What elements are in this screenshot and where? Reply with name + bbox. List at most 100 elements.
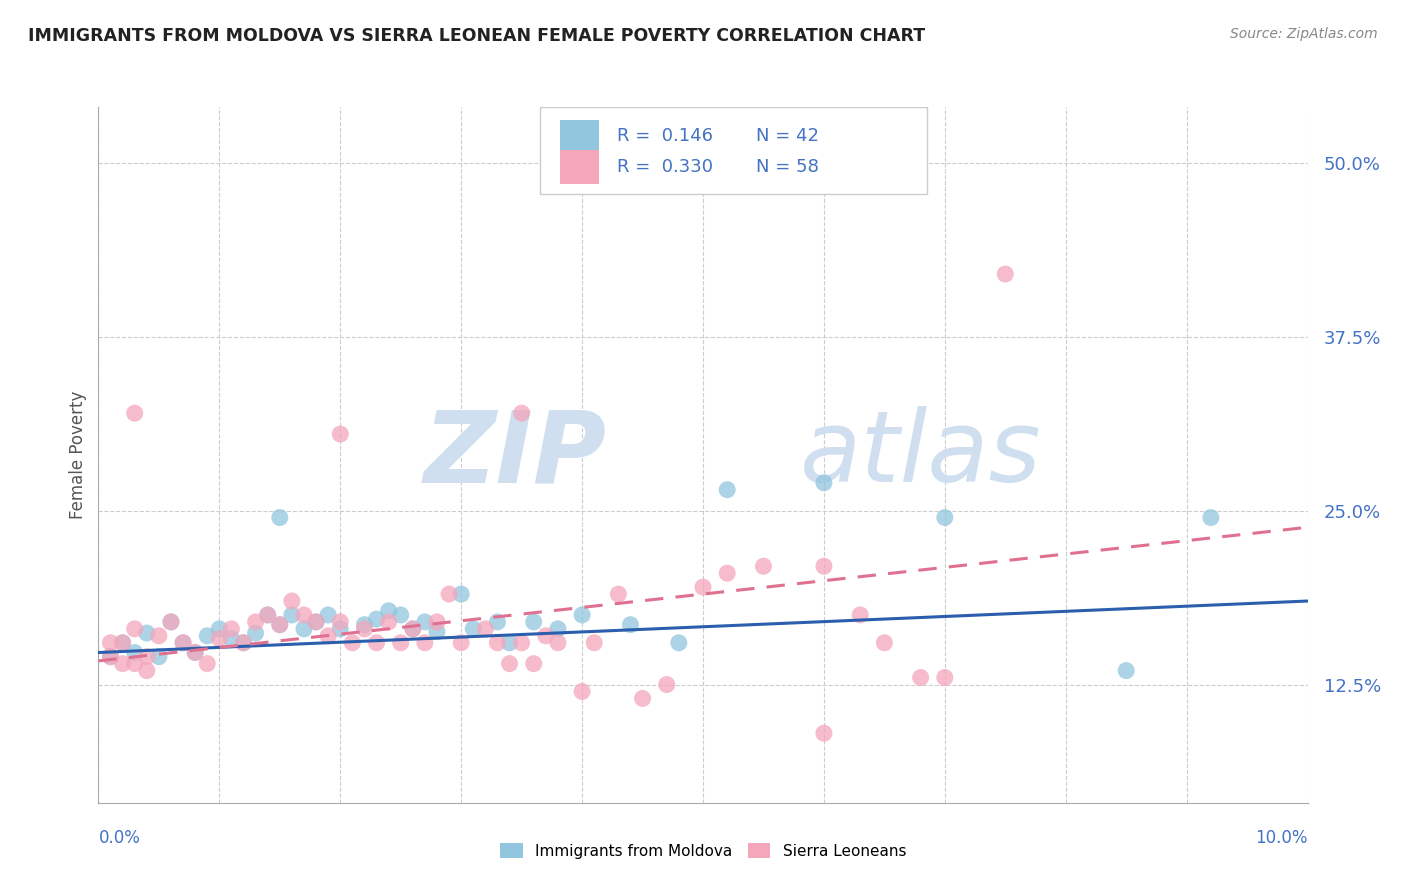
Point bbox=[437, 587, 460, 601]
Point bbox=[111, 636, 134, 650]
Point bbox=[752, 559, 775, 574]
Point bbox=[124, 622, 146, 636]
Point bbox=[571, 607, 593, 622]
Point bbox=[232, 636, 254, 650]
Point bbox=[111, 636, 134, 650]
Point bbox=[426, 615, 449, 629]
Point bbox=[377, 604, 399, 618]
Point bbox=[377, 615, 399, 629]
Point bbox=[486, 615, 509, 629]
Point bbox=[292, 607, 315, 622]
Point bbox=[389, 636, 412, 650]
Point bbox=[292, 622, 315, 636]
Point bbox=[232, 636, 254, 650]
Point bbox=[1199, 510, 1222, 524]
Point bbox=[534, 629, 557, 643]
Point bbox=[281, 607, 304, 622]
Point bbox=[221, 632, 243, 646]
Text: 10.0%: 10.0% bbox=[1256, 829, 1308, 847]
Text: 0.0%: 0.0% bbox=[98, 829, 141, 847]
Point bbox=[547, 622, 569, 636]
Point bbox=[305, 615, 328, 629]
Point bbox=[692, 580, 714, 594]
Point bbox=[208, 622, 231, 636]
Text: R =  0.146: R = 0.146 bbox=[617, 128, 713, 145]
Point bbox=[148, 629, 170, 643]
Point bbox=[195, 657, 218, 671]
Point bbox=[124, 657, 146, 671]
Point bbox=[100, 649, 122, 664]
Point bbox=[849, 607, 872, 622]
Point bbox=[329, 615, 352, 629]
Point bbox=[100, 636, 122, 650]
Point bbox=[523, 615, 546, 629]
Point bbox=[195, 629, 218, 643]
Point bbox=[510, 406, 533, 420]
Point bbox=[269, 617, 291, 632]
Point bbox=[353, 617, 375, 632]
Point bbox=[111, 657, 134, 671]
Point bbox=[100, 649, 122, 664]
Point bbox=[221, 622, 243, 636]
Point bbox=[256, 607, 278, 622]
Point bbox=[135, 649, 157, 664]
Point bbox=[184, 646, 207, 660]
Legend: Immigrants from Moldova, Sierra Leoneans: Immigrants from Moldova, Sierra Leoneans bbox=[494, 837, 912, 864]
Y-axis label: Female Poverty: Female Poverty bbox=[69, 391, 87, 519]
Point bbox=[208, 632, 231, 646]
Text: ZIP: ZIP bbox=[423, 407, 606, 503]
Point bbox=[631, 691, 654, 706]
Point bbox=[329, 622, 352, 636]
Point bbox=[172, 636, 194, 650]
Point bbox=[934, 671, 956, 685]
Point bbox=[813, 559, 835, 574]
Text: Source: ZipAtlas.com: Source: ZipAtlas.com bbox=[1230, 27, 1378, 41]
Point bbox=[498, 657, 520, 671]
Point bbox=[813, 475, 835, 490]
Point bbox=[353, 622, 375, 636]
Point bbox=[366, 612, 388, 626]
Point bbox=[256, 607, 278, 622]
Point bbox=[994, 267, 1017, 281]
Point bbox=[716, 483, 738, 497]
Point bbox=[329, 427, 352, 442]
Point bbox=[366, 636, 388, 650]
FancyBboxPatch shape bbox=[561, 150, 599, 184]
Point bbox=[184, 646, 207, 660]
Point bbox=[1115, 664, 1137, 678]
Point bbox=[934, 510, 956, 524]
Point bbox=[873, 636, 896, 650]
Point bbox=[571, 684, 593, 698]
Point bbox=[583, 636, 606, 650]
Point bbox=[245, 615, 267, 629]
Text: N = 58: N = 58 bbox=[756, 158, 820, 176]
Point bbox=[619, 617, 641, 632]
Point bbox=[668, 636, 690, 650]
Point bbox=[463, 622, 485, 636]
Point bbox=[124, 406, 146, 420]
Point bbox=[402, 622, 425, 636]
Point bbox=[160, 615, 183, 629]
FancyBboxPatch shape bbox=[540, 107, 927, 194]
Point bbox=[172, 636, 194, 650]
Point bbox=[316, 607, 339, 622]
Text: N = 42: N = 42 bbox=[756, 128, 820, 145]
Point bbox=[450, 587, 472, 601]
Point bbox=[316, 629, 339, 643]
Point bbox=[245, 626, 267, 640]
Text: IMMIGRANTS FROM MOLDOVA VS SIERRA LEONEAN FEMALE POVERTY CORRELATION CHART: IMMIGRANTS FROM MOLDOVA VS SIERRA LEONEA… bbox=[28, 27, 925, 45]
Point bbox=[305, 615, 328, 629]
Text: R =  0.330: R = 0.330 bbox=[617, 158, 713, 176]
Point bbox=[607, 587, 630, 601]
Point bbox=[413, 636, 436, 650]
Point bbox=[498, 636, 520, 650]
Point bbox=[135, 664, 157, 678]
Point bbox=[813, 726, 835, 740]
Point bbox=[426, 624, 449, 639]
Point bbox=[547, 636, 569, 650]
Point bbox=[342, 636, 364, 650]
Point bbox=[269, 617, 291, 632]
Point bbox=[510, 636, 533, 650]
Point bbox=[281, 594, 304, 608]
Point bbox=[523, 657, 546, 671]
